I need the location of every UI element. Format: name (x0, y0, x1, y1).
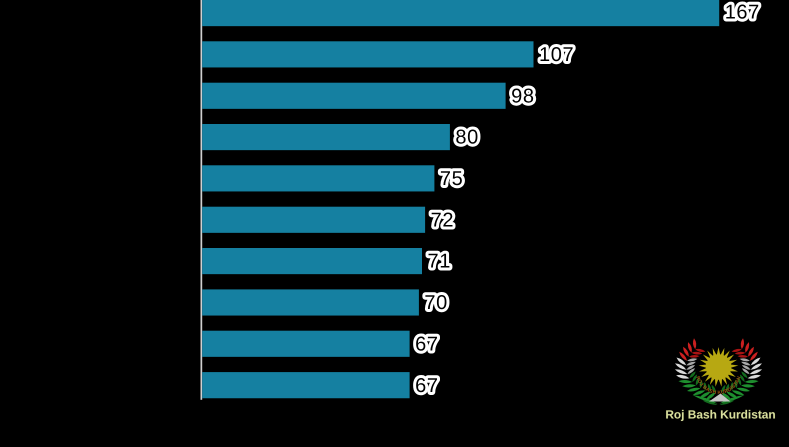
svg-text:67: 67 (415, 375, 438, 397)
svg-text:67: 67 (415, 333, 438, 355)
svg-text:98: 98 (511, 85, 534, 107)
svg-text:70: 70 (424, 292, 447, 314)
svg-text:Roj Bash Kurdistan: Roj Bash Kurdistan (665, 408, 775, 422)
svg-text:80: 80 (455, 127, 478, 149)
svg-text:71: 71 (428, 251, 451, 273)
svg-text:75: 75 (440, 168, 463, 190)
svg-text:167: 167 (725, 2, 760, 24)
svg-text:72: 72 (431, 209, 454, 231)
svg-text:107: 107 (539, 44, 574, 66)
